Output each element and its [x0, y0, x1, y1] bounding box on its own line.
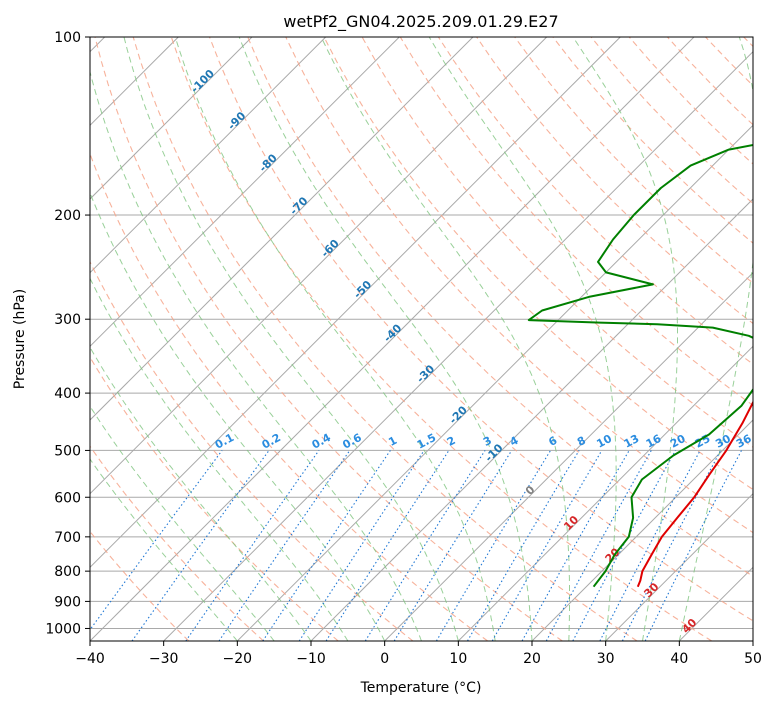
- dry-adiabat-line: [132, 37, 638, 641]
- mixing-ratio-line: [262, 450, 391, 641]
- dewpoint-profile-line: [527, 143, 753, 588]
- mixing-ratio-line: [298, 450, 425, 641]
- moist-adiabat-line: [123, 37, 459, 641]
- isotherm-line: [236, 124, 753, 641]
- isotherm-line: [90, 37, 400, 348]
- isotherm-line: [90, 37, 474, 421]
- moist-adiabat-line: [90, 277, 349, 641]
- mixing-ratio-line: [131, 450, 270, 641]
- isotherm-line: [90, 37, 621, 569]
- mixing-ratio-line: [521, 450, 630, 641]
- temperature-profile-line: [636, 400, 753, 588]
- dry-adiabat-line: [170, 37, 712, 641]
- x-axis-title: Temperature (°C): [360, 680, 482, 696]
- moist-adiabat-line: [90, 346, 312, 641]
- y-tick-label: 400: [54, 386, 81, 402]
- moist-adiabat-line: [174, 37, 496, 641]
- y-axis-title: Pressure (hPa): [12, 289, 28, 389]
- moist-adiabat-line: [90, 458, 238, 641]
- chart-title: wetPf2_GN04.2025.209.01.29.E27: [283, 12, 558, 32]
- isotherm-line: [90, 37, 327, 274]
- mixing-ratio-line: [185, 450, 320, 641]
- dry-adiabat-line: [94, 37, 563, 641]
- moist-adiabat-line: [320, 37, 570, 641]
- x-tick-label: −30: [149, 651, 179, 667]
- moist-adiabat-line: [678, 37, 753, 641]
- mixing-ratio-label: 16: [644, 432, 664, 451]
- moist-adiabat-line: [428, 37, 617, 641]
- mixing-ratio-line: [393, 450, 513, 641]
- isotherm-line: [531, 419, 753, 641]
- moist-adiabat-line: [238, 37, 533, 641]
- mixing-ratio-label: 20: [668, 432, 688, 451]
- x-tick-label: 10: [449, 651, 467, 667]
- x-tick-label: −10: [296, 651, 326, 667]
- isotherm-line: [90, 37, 253, 200]
- y-tick-label: 800: [54, 564, 81, 580]
- x-tick-label: 50: [744, 651, 762, 667]
- x-tick-label: 20: [523, 651, 541, 667]
- moist-adiabat-line: [90, 191, 386, 641]
- moist-adiabat-line: [90, 69, 422, 641]
- y-tick-label: 1000: [45, 621, 81, 637]
- dry-adiabat-line: [323, 37, 753, 491]
- x-tick-label: 30: [597, 651, 615, 667]
- x-tick-label: 40: [670, 651, 688, 667]
- dry-adiabat-line: [285, 37, 753, 534]
- y-tick-label: 900: [54, 594, 81, 610]
- y-tick-label: 300: [54, 312, 81, 328]
- isotherm-line: [605, 492, 753, 641]
- dry-adiabat-line: [247, 37, 753, 577]
- axes: −40 −30 −20 −10 0 10 20 30 40 50 1000 900 800 700 600 5…: [45, 30, 762, 667]
- y-tick-label: 600: [54, 490, 81, 506]
- dry-adiabat-line: [90, 445, 264, 641]
- mixing-ratio-line: [325, 450, 450, 641]
- mixing-ratio-label: 10: [594, 432, 614, 451]
- x-tick-label: −40: [75, 651, 105, 667]
- isotherm-line: [384, 271, 753, 641]
- mixing-ratio-line: [572, 450, 676, 641]
- isotherm-line: [163, 50, 753, 641]
- mixing-ratio-line: [90, 450, 223, 631]
- dry-adiabat-line: [476, 37, 753, 325]
- plot-frame: [89, 36, 754, 642]
- moist-adiabat-line: [572, 37, 678, 641]
- y-tick-label: 500: [54, 443, 81, 459]
- dry-adiabat-line: [208, 37, 753, 622]
- mixing-ratio-label: 13: [622, 432, 642, 451]
- dry-adiabat-line: [514, 37, 753, 284]
- x-tick-label: 0: [380, 651, 389, 667]
- moist-adiabat-line: [90, 405, 275, 641]
- y-tick-label: 700: [54, 530, 81, 546]
- mixing-ratio-line: [644, 450, 742, 641]
- x-tick-label: −20: [223, 651, 253, 667]
- mixing-ratio-line: [545, 450, 652, 641]
- mixing-ratio-line: [218, 450, 351, 641]
- isotherm-line: [90, 37, 548, 495]
- plot-area: 0.1 0.2 0.4 0.6 1 1.5 2 3 4 6 8 10 13 16 20 25 30 36-100-…: [90, 37, 754, 641]
- y-tick-label: 200: [54, 208, 81, 224]
- dry-adiabat-line: [90, 356, 339, 641]
- mixing-ratio-label: 25: [693, 432, 713, 451]
- dry-adiabat-line: [90, 260, 414, 641]
- isotherm-line: [457, 345, 753, 641]
- mixing-ratio-label: 36: [734, 432, 754, 451]
- y-tick-label: 100: [54, 30, 81, 46]
